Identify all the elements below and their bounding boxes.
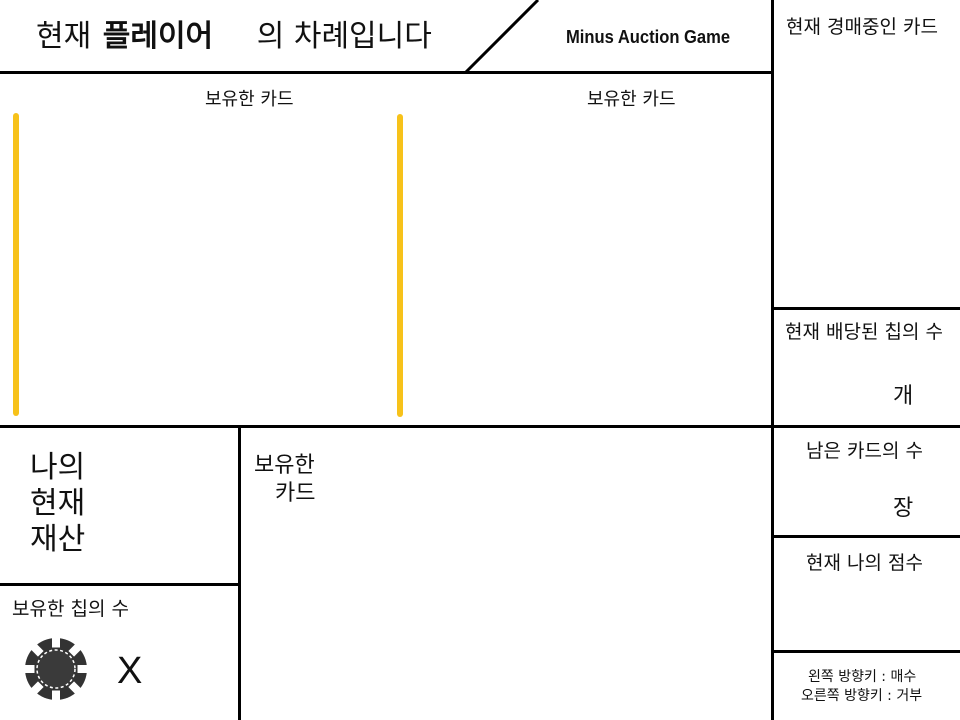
turn-indicator: 현재 플레이어 의 차례입니다 — [36, 18, 432, 56]
poker-chip-icon — [24, 637, 88, 701]
allocated-chips-unit: 개 — [893, 384, 914, 409]
my-cards-label: 보유한 카드 — [254, 452, 315, 508]
my-chips-label: 보유한 칩의 수 — [12, 598, 129, 620]
middle-divider — [0, 425, 960, 428]
sidebar-divider-1 — [772, 307, 960, 310]
controls-right-key: 오른쪽 방향키 : 거부 — [801, 688, 923, 704]
turn-prefix: 현재 — [36, 19, 92, 54]
my-area-divider — [238, 425, 241, 720]
header-bottom-divider — [0, 71, 774, 74]
controls-left-key: 왼쪽 방향키 : 매수 — [808, 669, 917, 685]
my-score-label: 현재 나의 점수 — [806, 552, 923, 574]
allocated-chips-label: 현재 배당된 칩의 수 — [785, 321, 943, 343]
opponent-2-cards-label: 보유한 카드 — [587, 89, 676, 110]
my-assets-line-1: 나의 — [30, 450, 86, 485]
sidebar-divider-2 — [772, 535, 960, 538]
remaining-cards-unit: 장 — [893, 496, 914, 521]
my-cards-line-2: 카드 — [275, 481, 316, 506]
opponent-1-cards-label: 보유한 카드 — [205, 89, 294, 110]
turn-player-name: 플레이어 — [102, 19, 214, 54]
remaining-cards-label: 남은 카드의 수 — [806, 440, 923, 462]
sidebar-divider-3 — [772, 650, 960, 653]
opponent-1-marker-bar — [13, 113, 19, 416]
my-cards-line-1: 보유한 — [254, 453, 315, 478]
turn-suffix: 의 차례입니다 — [256, 19, 432, 54]
my-assets-line-3: 재산 — [30, 522, 86, 557]
chip-count-marker: X — [117, 650, 143, 692]
my-assets-line-2: 현재 — [30, 486, 86, 521]
auction-card-label: 현재 경매중인 카드 — [786, 16, 938, 38]
sidebar-divider — [771, 0, 774, 720]
game-title: Minus Auction Game — [566, 27, 731, 47]
assets-divider — [0, 583, 240, 586]
opponent-2-marker-bar — [397, 114, 403, 417]
my-assets-label: 나의 현재 재산 — [30, 450, 85, 558]
